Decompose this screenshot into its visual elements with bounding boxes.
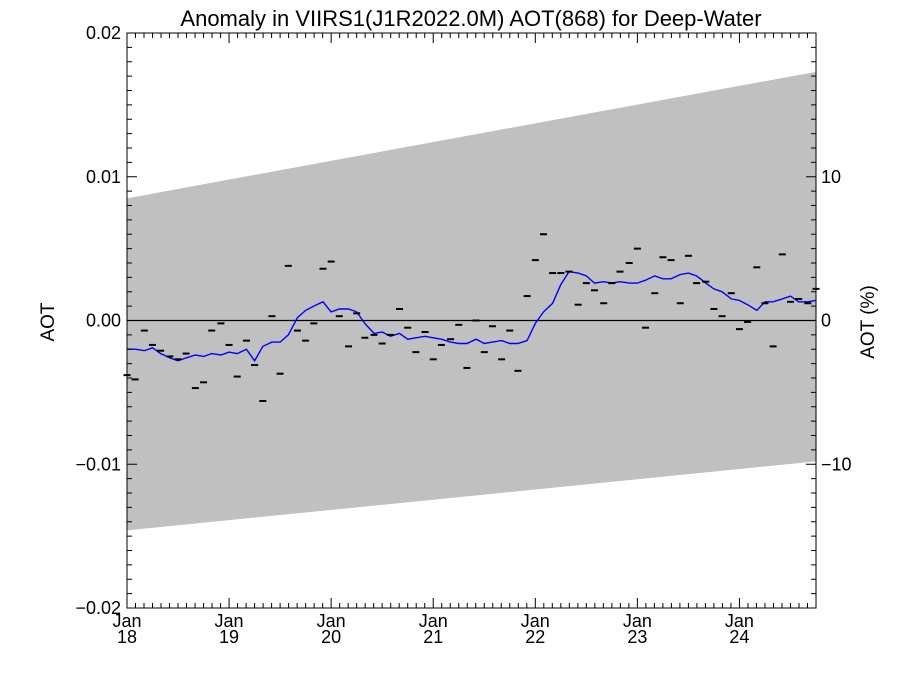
y-tick-label: −0.02: [75, 598, 121, 618]
y-tick-label: 0.02: [86, 23, 121, 43]
running-mean-line: [127, 270, 817, 363]
x-tick-label-year: 19: [219, 627, 239, 647]
x-tick-label-month: Jan: [419, 611, 448, 631]
x-tick-label-year: 18: [117, 627, 137, 647]
y2-axis-label: AOT (%): [858, 285, 879, 359]
y-tick-label: −0.01: [75, 454, 121, 474]
x-tick-label-month: Jan: [725, 611, 754, 631]
y2-tick-label: 10: [821, 167, 841, 187]
chart-title: Anomaly in VIIRS1(J1R2022.0M) AOT(868) f…: [180, 6, 761, 31]
x-tick-label-year: 20: [321, 627, 341, 647]
uncertainty-band: [127, 71, 816, 531]
x-tick-label-year: 23: [627, 627, 647, 647]
y2-tick-label: 0: [821, 311, 831, 331]
x-tick-label-month: Jan: [521, 611, 550, 631]
y-tick-label: 0.01: [86, 167, 121, 187]
plot-area: [123, 71, 820, 531]
y-tick-labels: 0.02 0.01 0.00 −0.01 −0.02: [75, 23, 121, 618]
x-tick-label-month: Jan: [623, 611, 652, 631]
x-tick-label-month: Jan: [112, 611, 141, 631]
axis-ticks: [126, 32, 817, 609]
x-tick-label-year: 21: [423, 627, 443, 647]
y-axis-label: AOT: [38, 302, 59, 341]
x-tick-label-month: Jan: [317, 611, 346, 631]
x-tick-label-month: Jan: [215, 611, 244, 631]
y-tick-label: 0.00: [86, 311, 121, 331]
y2-tick-label: −10: [821, 454, 852, 474]
x-tick-label-year: 22: [525, 627, 545, 647]
x-tick-label-year: 24: [729, 627, 749, 647]
y2-tick-labels: 10 0 −10: [821, 167, 852, 475]
